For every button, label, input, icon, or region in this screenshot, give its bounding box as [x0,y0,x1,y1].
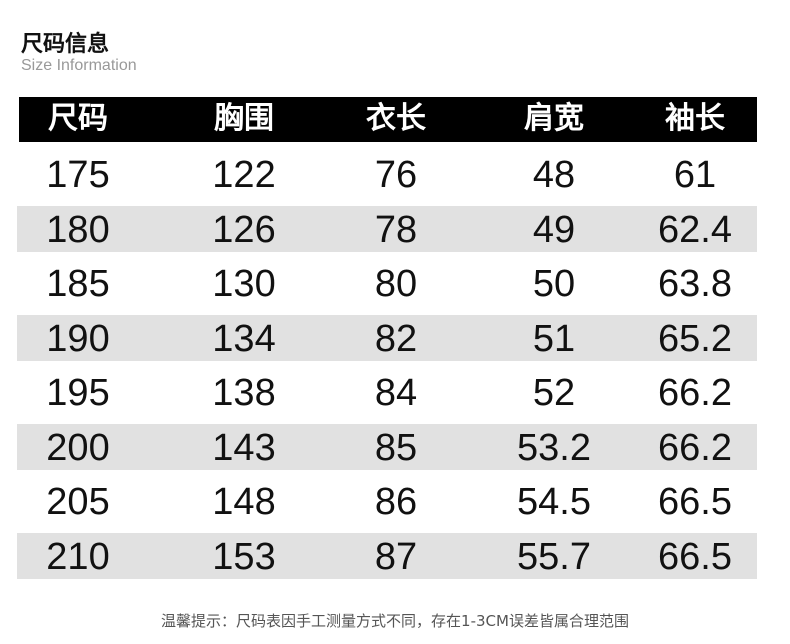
table-cell: 82 [374,317,418,360]
table-cell: 138 [212,372,276,414]
table-cell: 78 [374,208,418,251]
table-cell: 66.5 [658,535,732,578]
column-header: 尺码 [48,101,108,136]
table-cell: 175 [46,154,110,196]
table-cell: 66.5 [658,481,732,523]
table-row: 180 126 78 49 62.4 [17,203,757,258]
table-cell: 87 [374,535,418,578]
page-subtitle: Size Information [21,57,137,74]
table-cell: 126 [212,208,276,251]
table-row: 185 130 80 50 63.8 [17,257,757,312]
table-cell: 205 [46,481,110,523]
table-cell: 148 [212,481,276,523]
table-cell: 86 [374,481,418,523]
table-cell: 66.2 [658,426,732,469]
column-header: 胸围 [214,101,274,136]
table-cell: 48 [532,154,576,196]
table-cell: 51 [532,317,576,360]
table-row: 175 122 76 48 61 [17,148,757,203]
table-cell: 153 [212,535,276,578]
measurement-note: 温馨提示：尺码表因手工测量方式不同，存在1-3CM误差皆属合理范围 [161,612,629,630]
table-cell: 190 [46,317,110,360]
table-row: 195 138 84 52 66.2 [17,366,757,421]
table-cell: 185 [46,263,110,305]
table-cell: 61 [673,154,717,196]
table-header: 尺码 胸围 衣长 肩宽 袖长 [19,97,757,142]
table-row: 205 148 86 54.5 66.5 [17,475,757,530]
table-cell: 52 [532,372,576,414]
table-cell: 62.4 [658,208,732,251]
table-cell: 122 [212,154,276,196]
table-cell: 200 [46,426,110,469]
table-cell: 130 [212,263,276,305]
table-cell: 63.8 [658,263,732,305]
table-cell: 85 [374,426,418,469]
table-cell: 65.2 [658,317,732,360]
table-cell: 55.7 [517,535,591,578]
table-row: 200 143 85 53.2 66.2 [17,421,757,476]
table-cell: 80 [374,263,418,305]
table-cell: 49 [532,208,576,251]
table-cell: 134 [212,317,276,360]
table-cell: 84 [374,372,418,414]
table-row: 210 153 87 55.7 66.5 [17,530,757,585]
table-cell: 76 [374,154,418,196]
page-title: 尺码信息 [21,32,110,57]
table-cell: 143 [212,426,276,469]
table-row: 190 134 82 51 65.2 [17,312,757,367]
table-cell: 54.5 [517,481,591,523]
table-cell: 180 [46,208,110,251]
column-header: 衣长 [366,101,426,136]
table-cell: 210 [46,535,110,578]
table-cell: 53.2 [517,426,591,469]
table-cell: 50 [532,263,576,305]
column-header: 袖长 [665,101,725,136]
table-cell: 66.2 [658,372,732,414]
table-cell: 195 [46,372,110,414]
column-header: 肩宽 [524,101,584,136]
